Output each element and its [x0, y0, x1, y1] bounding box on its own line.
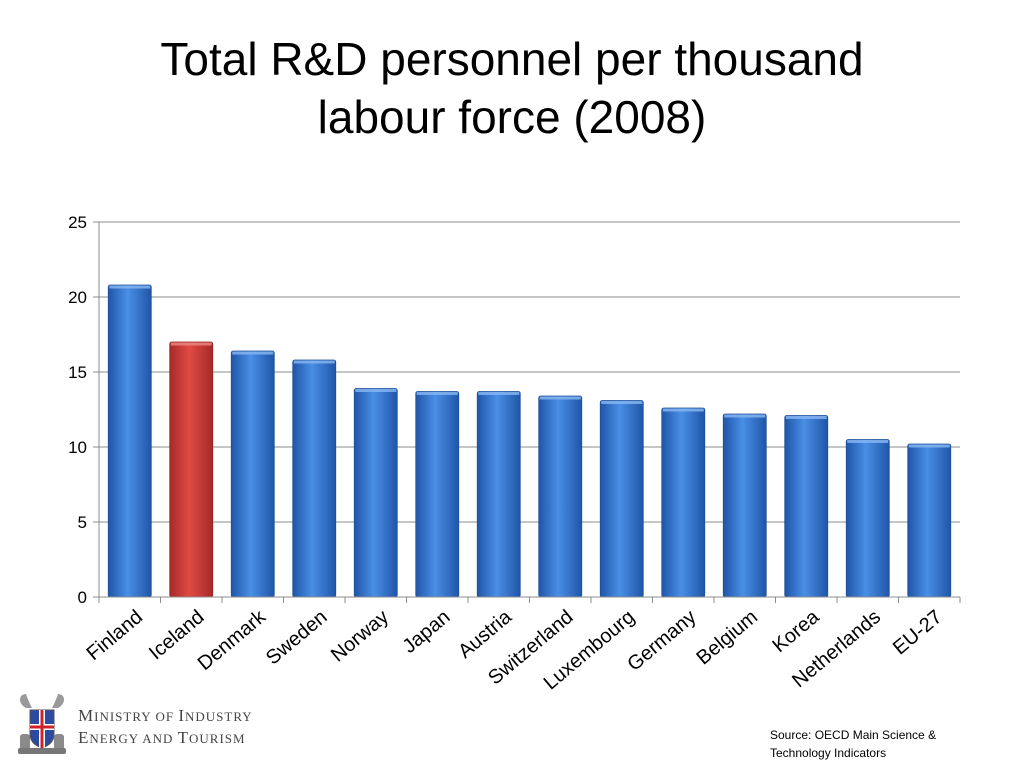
bar-eu-27: [907, 443, 952, 598]
bar-austria: [476, 391, 521, 598]
y-tick-label: 15: [68, 363, 87, 382]
bar-highlight-edge: [109, 285, 151, 289]
ministry-text-segment: OURISM: [189, 731, 246, 746]
bar-germany: [661, 407, 706, 598]
y-tick-label: 20: [68, 288, 87, 307]
source-note: Source: OECD Main Science & Technology I…: [770, 726, 1010, 762]
y-tick-label: 0: [78, 588, 87, 607]
bar-switzerland: [538, 395, 583, 598]
x-tick-label: Finland: [83, 606, 147, 665]
gridlines: [99, 221, 960, 523]
x-tick-label: Korea: [768, 605, 824, 657]
bar-highlight-edge: [601, 401, 643, 404]
bar-sweden: [292, 359, 337, 598]
bar-iceland: [169, 341, 214, 598]
chart-title-line-2: labour force (2008): [317, 91, 707, 143]
bar-highlight-edge: [662, 408, 704, 412]
bar-highlight-edge: [539, 396, 581, 400]
ministry-text-segment: M: [78, 706, 95, 725]
y-tick-labels: 0 5 10 15 20 25: [68, 213, 87, 607]
ministry-text-segment: T: [177, 728, 190, 747]
ministry-name: MINISTRY OF INDUSTRY ENERGY AND TOURISM: [78, 705, 253, 749]
source-line-2: Technology Indicators: [770, 746, 887, 760]
x-tick-label: Denmark: [194, 605, 271, 675]
bar-highlight-edge: [355, 389, 397, 392]
chart-title-line-1: Total R&D personnel per thousand: [160, 33, 864, 85]
bar-highlight-edge: [170, 342, 212, 346]
bar-highlight-edge: [232, 351, 274, 355]
x-tick-label: Belgium: [692, 606, 762, 669]
bar-highlight-edge: [847, 440, 889, 443]
ministry-line-2: ENERGY AND TOURISM: [78, 727, 253, 749]
ministry-text-segment: INISTRY OF: [94, 709, 179, 724]
y-tick-label: 25: [68, 213, 87, 232]
bar-highlight-edge: [478, 392, 520, 395]
bar-highlight-edge: [785, 416, 827, 419]
bar-belgium: [722, 413, 767, 598]
bars: [107, 284, 952, 598]
bar-finland: [107, 284, 152, 598]
chart-title: Total R&D personnel per thousand labour …: [0, 30, 1024, 146]
ministry-text-segment: NDUSTRY: [185, 709, 253, 724]
x-tick-label: Norway: [327, 606, 393, 666]
axes: [93, 221, 961, 603]
ministry-text-segment: E: [78, 728, 90, 747]
bar-denmark: [230, 350, 275, 598]
iceland-coat-of-arms-icon: [18, 694, 66, 754]
ministry-text-segment: I: [178, 706, 185, 725]
bar-japan: [415, 391, 460, 598]
bar-korea: [784, 415, 829, 598]
bar-luxembourg: [599, 400, 644, 598]
bar-highlight-edge: [293, 360, 335, 364]
bar-norway: [353, 388, 398, 598]
x-tick-label: EU-27: [889, 606, 947, 659]
y-tick-label: 10: [68, 438, 87, 457]
bar-highlight-edge: [908, 444, 950, 448]
x-tick-label: Japan: [399, 606, 455, 658]
bar-highlight-edge: [416, 392, 458, 395]
x-tick-label: Sweden: [262, 606, 332, 669]
bar-highlight-edge: [724, 414, 766, 418]
ministry-line-1: MINISTRY OF INDUSTRY: [78, 705, 253, 727]
x-tick-label: Germany: [623, 606, 700, 676]
y-tick-label: 5: [78, 513, 87, 532]
source-line-1: Source: OECD Main Science &: [770, 728, 937, 742]
bar-netherlands: [845, 439, 890, 598]
ministry-text-segment: NERGY AND: [89, 731, 178, 746]
